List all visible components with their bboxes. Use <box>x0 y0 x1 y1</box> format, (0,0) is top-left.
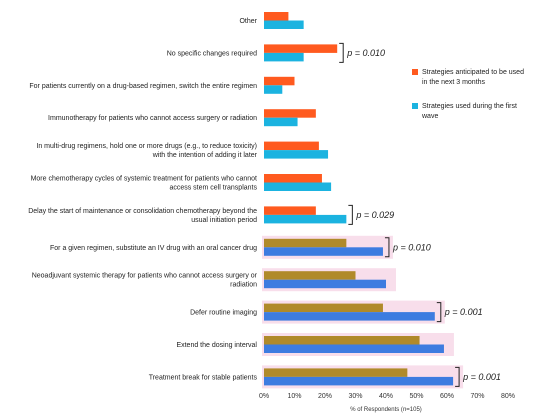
bar-anticipated <box>264 109 316 118</box>
x-tick-label: 30% <box>348 393 362 400</box>
p-value-bracket <box>339 42 344 63</box>
legend-label-line: in the next 3 months <box>422 79 486 86</box>
bar-first-wave <box>264 279 386 289</box>
bar-anticipated <box>264 76 295 86</box>
category-label: Immunotherapy for patients who cannot ac… <box>48 115 257 122</box>
bar-anticipated <box>264 303 383 313</box>
legend-swatch-anticipated <box>412 69 418 75</box>
bar-anticipated <box>264 336 420 345</box>
bars-layer <box>264 12 454 386</box>
category-label: access stem cell transplants <box>169 185 257 192</box>
category-label: For patients currently on a drug-based r… <box>29 83 257 90</box>
bar-first-wave <box>264 20 304 29</box>
bar-first-wave <box>264 214 347 224</box>
bar-anticipated <box>264 206 316 215</box>
p-value-bracket <box>384 237 390 258</box>
legend-label-anticipated: Strategies anticipated to be used in the … <box>422 69 524 86</box>
x-tick-label: 50% <box>409 393 423 400</box>
p-value-label: p = 0.001 <box>444 307 483 317</box>
bar-anticipated <box>264 174 322 183</box>
category-label: radiation <box>230 282 257 289</box>
category-labels: Other No specific changes required For pat… <box>28 18 257 381</box>
p-value-label: p = 0.029 <box>355 210 394 220</box>
category-label: In multi-drug regimens, hold one or more… <box>36 143 257 150</box>
legend-label-line: wave <box>421 113 438 120</box>
legend: Strategies anticipated to be used in the … <box>412 69 524 120</box>
category-label: usual initiation period <box>191 217 257 224</box>
category-label: Extend the dosing interval <box>176 342 257 349</box>
bar-anticipated <box>264 368 408 377</box>
category-label: For a given regimen, substitute an IV dr… <box>50 245 257 252</box>
x-axis-title: % of Respondents (n=105) <box>350 407 422 413</box>
bar-first-wave <box>264 182 332 191</box>
x-tick-label: 0% <box>259 393 269 400</box>
x-tick-label: 80% <box>501 393 515 400</box>
p-value-bracket <box>348 204 353 225</box>
legend-label-first-wave: Strategies used during the first wave <box>421 103 517 120</box>
category-label: Defer routine imaging <box>190 310 257 317</box>
bar-first-wave <box>264 376 454 386</box>
x-tick-label: 60% <box>440 393 454 400</box>
bar-first-wave <box>264 247 383 256</box>
bar-first-wave <box>264 52 304 62</box>
bar-first-wave <box>264 344 444 353</box>
category-label: Treatment break for stable patients <box>149 374 258 381</box>
category-label: No specific changes required <box>167 50 257 57</box>
legend-swatch-first-wave <box>412 103 418 109</box>
bar-first-wave <box>264 150 329 159</box>
p-value-label: p = 0.001 <box>462 372 501 382</box>
x-axis-title-part: % of Respondents ( <box>350 407 403 413</box>
x-tick-label: 20% <box>318 393 332 400</box>
category-label: with the intention of adding it later <box>152 152 258 159</box>
bar-first-wave <box>264 312 435 321</box>
bar-anticipated <box>264 271 356 280</box>
bar-anticipated <box>264 44 338 53</box>
x-axis: 0% 10% 20% 30% 40% 50% 60% 70% 80% % of Responden… <box>259 393 515 413</box>
bar-anticipated <box>264 12 289 21</box>
p-value-label: p = 0.010 <box>392 242 431 252</box>
p-value-annotations: p = 0.010 p = 0.029 p = 0.010 p = 0.001 p = … <box>339 42 501 387</box>
p-value-bracket <box>455 366 460 387</box>
x-tick-label: 10% <box>287 393 301 400</box>
legend-label-line: Strategies used during the first <box>422 103 517 110</box>
category-label: Delay the start of maintenance or consol… <box>28 208 257 215</box>
category-label: Neoadjuvant systemic therapy for patient… <box>32 273 258 280</box>
legend-label-line: Strategies anticipated to be used <box>422 69 524 76</box>
x-tick-label: 40% <box>379 393 393 400</box>
p-value-label: p = 0.010 <box>346 48 385 58</box>
category-label: More chemotherapy cycles of systemic tre… <box>31 176 257 183</box>
p-value-bracket <box>436 302 442 323</box>
category-label: Other <box>239 18 257 25</box>
x-tick-label: 70% <box>470 393 484 400</box>
bar-anticipated <box>264 238 347 248</box>
bar-first-wave <box>264 117 298 127</box>
bar-anticipated <box>264 141 319 151</box>
x-axis-title-part: n <box>403 407 407 413</box>
bar-first-wave <box>264 85 283 94</box>
x-axis-title-part: =105) <box>406 407 422 413</box>
